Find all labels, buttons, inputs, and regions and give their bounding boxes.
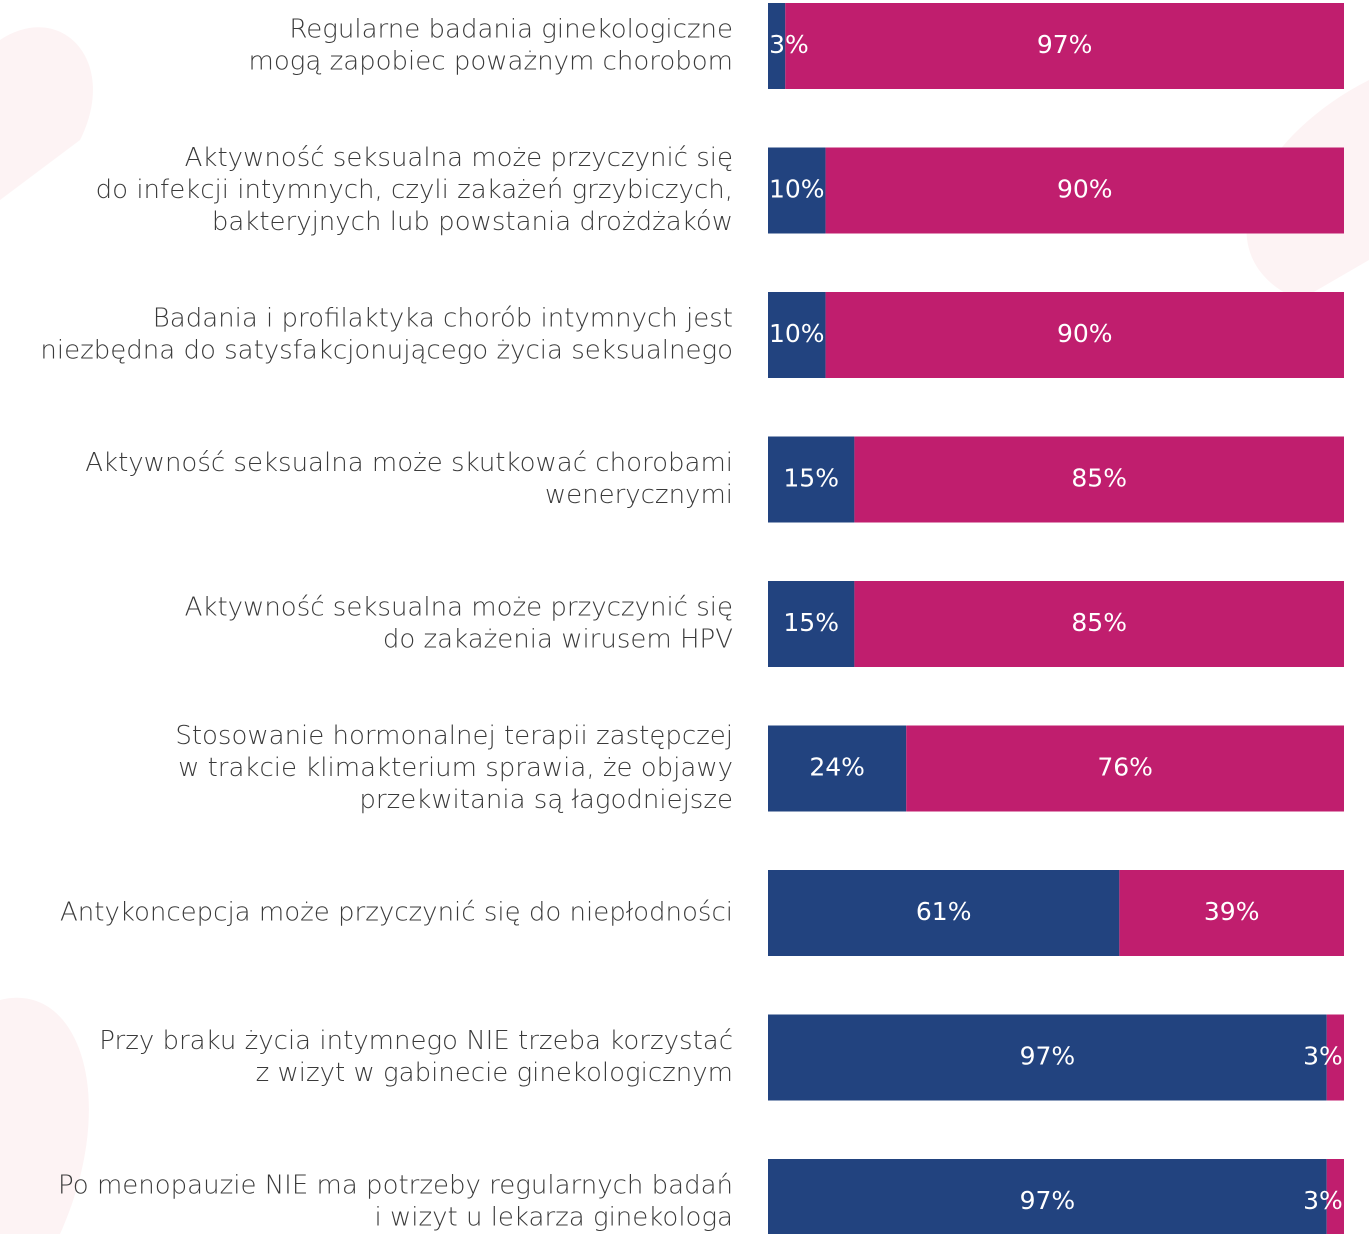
- value-label: 61%: [916, 897, 972, 926]
- category-label: Badania i profilaktyka chorób intymnych …: [153, 304, 733, 334]
- category-label: bakteryjnych lub powstania drożdżaków: [212, 207, 733, 237]
- value-label: 10%: [769, 175, 825, 204]
- category-label: w trakcie klimakterium sprawia, że objaw…: [178, 753, 733, 783]
- category-label: i wizyt u lekarza ginekologa: [374, 1203, 733, 1233]
- value-label: 3%: [769, 30, 809, 59]
- bar-segment: [768, 581, 855, 667]
- value-label: 3%: [1303, 1186, 1343, 1215]
- value-label: 76%: [1097, 753, 1153, 782]
- category-label: Po menopauzie NIE ma potrzeby regularnyc…: [58, 1171, 733, 1201]
- category-label: mogą zapobiec poważnym chorobom: [249, 47, 733, 77]
- bar-segment: [768, 436, 855, 523]
- value-label: 97%: [1020, 1042, 1076, 1071]
- value-label: 97%: [1037, 30, 1093, 59]
- value-label: 15%: [783, 608, 839, 637]
- bar-segment: [854, 436, 1344, 523]
- value-label: 90%: [1057, 175, 1113, 204]
- value-label: 90%: [1057, 319, 1113, 348]
- category-label: do zakażenia wirusem HPV: [383, 625, 733, 655]
- category-label: Stosowanie hormonalnej terapii zastępcze…: [175, 721, 733, 751]
- bar-segment: [768, 725, 907, 812]
- category-label: Antykoncepcja może przyczynić się do nie…: [60, 898, 733, 928]
- bar-segment: [768, 1159, 1327, 1234]
- bar-segment: [825, 292, 1344, 378]
- value-label: 97%: [1020, 1186, 1076, 1215]
- decor: [0, 997, 89, 1234]
- category-label: wenerycznymi: [545, 480, 733, 510]
- decor: [0, 27, 93, 201]
- bar-segment: [825, 147, 1344, 234]
- category-label: niezbędna do satysfakcjonującego życia s…: [40, 336, 733, 366]
- category-label: Aktywność seksualna może przyczynić się: [185, 143, 733, 173]
- bar-segment: [768, 292, 826, 378]
- bar-segment: [768, 1014, 1327, 1101]
- value-label: 24%: [809, 753, 865, 782]
- bar-segment: [906, 725, 1344, 812]
- category-label: z wizyt w gabinecie ginekologicznym: [256, 1058, 733, 1088]
- category-label: Aktywność seksualna może przyczynić się: [185, 593, 733, 623]
- value-label: 15%: [783, 464, 839, 493]
- value-label: 85%: [1071, 608, 1127, 637]
- bar-segment: [768, 870, 1120, 956]
- value-label: 10%: [769, 319, 825, 348]
- value-label: 39%: [1204, 897, 1260, 926]
- bar-segment: [768, 3, 786, 89]
- bar-segment: [854, 581, 1344, 667]
- bar-segment: [785, 3, 1344, 89]
- value-label: 85%: [1071, 464, 1127, 493]
- bar-segment: [768, 147, 826, 234]
- category-label: przekwitania są łagodniejsze: [359, 785, 733, 815]
- bar-segment: [1119, 870, 1344, 956]
- bar-segment: [1326, 1159, 1344, 1234]
- value-label: 3%: [1303, 1042, 1343, 1071]
- category-label: Przy braku życia intymnego NIE trzeba ko…: [99, 1026, 733, 1056]
- category-label: Regularne badania ginekologiczne: [289, 15, 733, 45]
- category-label: do infekcji intymnych, czyli zakażeń grz…: [96, 175, 733, 205]
- category-label: Aktywność seksualna może skutkować choro…: [85, 448, 733, 478]
- bar-segment: [1326, 1014, 1344, 1101]
